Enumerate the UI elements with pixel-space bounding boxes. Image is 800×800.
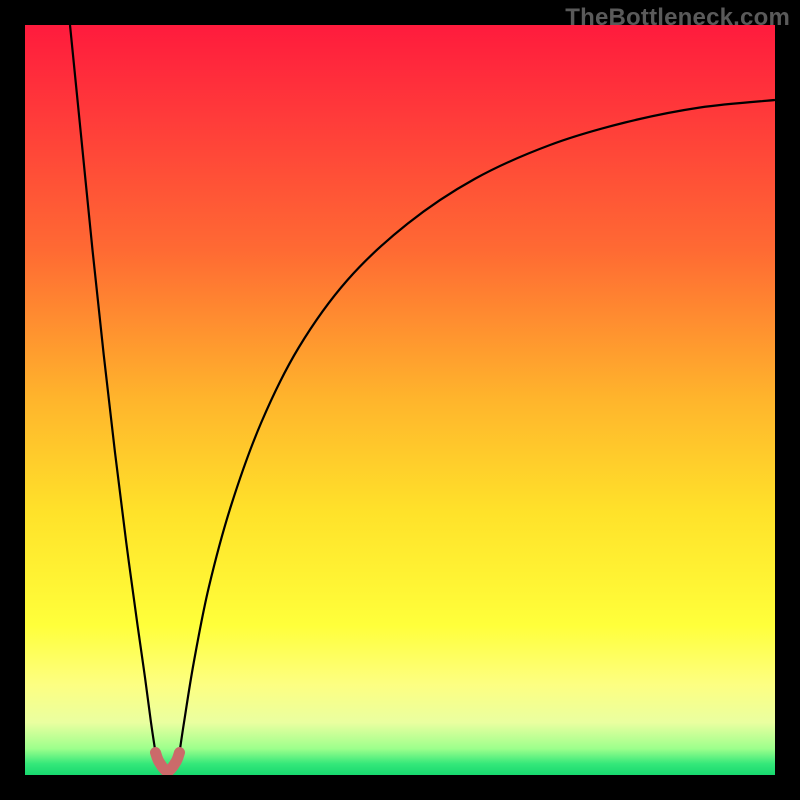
plot-area xyxy=(25,25,775,775)
bottleneck-chart xyxy=(0,0,800,800)
chart-stage: TheBottleneck.com xyxy=(0,0,800,800)
watermark-text: TheBottleneck.com xyxy=(565,4,790,32)
